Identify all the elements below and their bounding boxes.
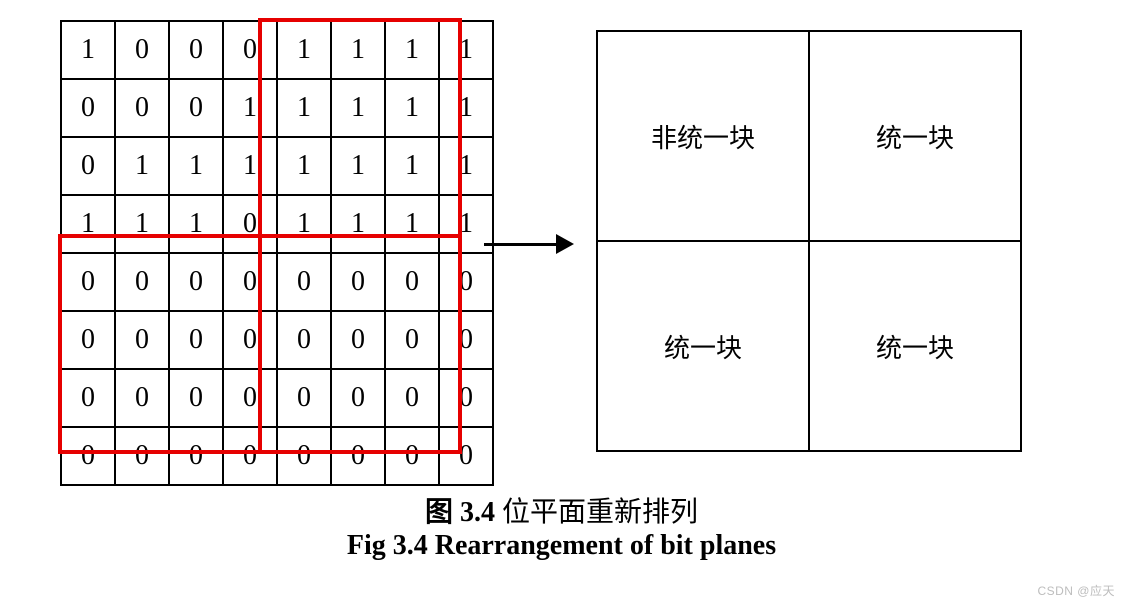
bit-cell: 1 [385, 137, 439, 195]
bit-cell: 1 [439, 21, 493, 79]
bit-plane-grid: 1000111100011111011111111110111100000000… [60, 20, 494, 486]
bit-cell: 0 [277, 311, 331, 369]
caption-cn-text: 位平面重新排列 [502, 497, 698, 528]
bit-cell: 0 [331, 369, 385, 427]
arrow-shaft [484, 243, 556, 246]
bit-cell: 0 [223, 253, 277, 311]
bit-cell: 0 [115, 253, 169, 311]
bit-cell: 0 [115, 427, 169, 485]
bit-cell: 0 [385, 427, 439, 485]
bit-cell: 0 [61, 369, 115, 427]
bit-cell: 0 [385, 369, 439, 427]
bit-cell: 0 [439, 311, 493, 369]
bit-cell: 0 [439, 253, 493, 311]
bit-cell: 0 [277, 427, 331, 485]
caption-cn-prefix: 图 3.4 [425, 497, 495, 528]
bit-cell: 0 [169, 21, 223, 79]
bit-cell: 0 [277, 253, 331, 311]
quadrant-cell: 统一块 [809, 241, 1021, 451]
bit-cell: 1 [385, 195, 439, 253]
bit-cell: 0 [223, 21, 277, 79]
figure-container: 1000111100011111011111111110111100000000… [0, 0, 1123, 605]
bit-cell: 0 [331, 427, 385, 485]
bit-cell: 1 [385, 21, 439, 79]
caption-en: Fig 3.4 Rearrangement of bit planes [0, 530, 1123, 562]
bit-cell: 0 [61, 311, 115, 369]
bit-cell: 0 [169, 311, 223, 369]
bit-cell: 1 [331, 195, 385, 253]
bit-cell: 0 [385, 311, 439, 369]
bit-cell: 0 [331, 253, 385, 311]
watermark: CSDN @应天 [1037, 582, 1115, 599]
bit-cell: 1 [223, 79, 277, 137]
bit-cell: 0 [169, 79, 223, 137]
bit-cell: 0 [223, 369, 277, 427]
bit-cell: 1 [277, 79, 331, 137]
bit-cell: 1 [331, 137, 385, 195]
bit-cell: 0 [61, 137, 115, 195]
bit-cell: 0 [223, 311, 277, 369]
bit-cell: 1 [115, 195, 169, 253]
bit-cell: 1 [277, 195, 331, 253]
bit-cell: 0 [115, 79, 169, 137]
bit-cell: 1 [439, 137, 493, 195]
bit-cell: 1 [169, 137, 223, 195]
arrow-icon [484, 234, 574, 254]
quadrant-cell: 统一块 [809, 31, 1021, 241]
bit-cell: 1 [277, 21, 331, 79]
quadrant-grid: 非统一块统一块统一块统一块 [596, 30, 1022, 452]
quadrant-cell: 非统一块 [597, 31, 809, 241]
bit-cell: 0 [277, 369, 331, 427]
bit-cell: 0 [115, 369, 169, 427]
bit-cell: 1 [61, 21, 115, 79]
bit-cell: 1 [385, 79, 439, 137]
bit-cell: 1 [169, 195, 223, 253]
bit-cell: 1 [223, 137, 277, 195]
bit-cell: 0 [115, 21, 169, 79]
bit-cell: 1 [439, 79, 493, 137]
bit-cell: 1 [331, 79, 385, 137]
bit-cell: 0 [439, 427, 493, 485]
bit-cell: 0 [439, 369, 493, 427]
bit-cell: 1 [115, 137, 169, 195]
bit-cell: 0 [169, 253, 223, 311]
bit-cell: 0 [169, 427, 223, 485]
arrow-head [556, 234, 574, 254]
bit-cell: 0 [61, 427, 115, 485]
bit-cell: 1 [61, 195, 115, 253]
bit-cell: 0 [223, 195, 277, 253]
bit-cell: 1 [277, 137, 331, 195]
bit-cell: 0 [115, 311, 169, 369]
quadrant-cell: 统一块 [597, 241, 809, 451]
bit-cell: 0 [385, 253, 439, 311]
bit-cell: 0 [169, 369, 223, 427]
bit-cell: 0 [223, 427, 277, 485]
bit-cell: 0 [331, 311, 385, 369]
caption-cn: 图 3.4 位平面重新排列 [0, 490, 1123, 530]
bit-cell: 1 [331, 21, 385, 79]
bit-cell: 0 [61, 79, 115, 137]
bit-cell: 0 [61, 253, 115, 311]
